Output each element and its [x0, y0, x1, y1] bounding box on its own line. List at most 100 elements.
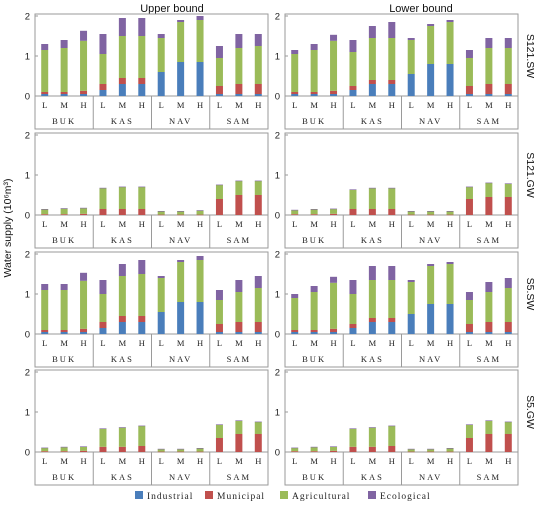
- bar-ecological-BUK-L: [291, 447, 299, 449]
- category-label: M: [177, 100, 185, 110]
- group-label-nav: NAV: [169, 354, 192, 364]
- y-tick-label: 2: [25, 368, 30, 379]
- bar-agricultural-BUK-M: [310, 209, 318, 215]
- bar-municipal-SAM-H: [504, 434, 512, 452]
- bar-agricultural-NAV-L: [157, 278, 165, 312]
- category-label: L: [292, 456, 297, 466]
- category-label: L: [467, 219, 472, 229]
- legend-item-agricultural: Agricultural: [280, 491, 349, 502]
- bar-ecological-KAS-M: [368, 266, 376, 280]
- bar-municipal-BUK-M: [310, 451, 318, 452]
- group-label-sam: SAM: [227, 235, 251, 245]
- category-label: H: [139, 456, 145, 466]
- category-label: L: [217, 338, 222, 348]
- panels-group: 0 1 2 L M H L M H L M H L M H BUK KAS NAV SAM 0 1 2 L M H L M H L M H L…: [25, 12, 536, 486]
- panel-S5.SW-lower: 0 1 2 L M H L M H L M H L M H BUK KAS NAV SAM S5.SW: [275, 250, 536, 368]
- y-tick-label: 2: [25, 131, 30, 142]
- bar-ecological-SAM-L: [215, 46, 223, 58]
- bar-municipal-BUK-M: [60, 92, 68, 94]
- bar-municipal-BUK-L: [291, 330, 299, 332]
- bar-municipal-SAM-L: [465, 324, 473, 332]
- legend-item-municipal: Municipal: [205, 491, 265, 502]
- y-tick-label: 2: [25, 250, 30, 261]
- bar-ecological-NAV-M: [177, 20, 185, 22]
- bar-ecological-SAM-H: [254, 276, 262, 288]
- bar-agricultural-NAV-M: [427, 449, 435, 452]
- bar-industrial-SAM-L: [465, 94, 473, 96]
- y-tick-label: 2: [275, 131, 280, 142]
- bar-ecological-NAV-L: [157, 34, 165, 38]
- bar-municipal-SAM-H: [254, 322, 262, 332]
- bar-industrial-KAS-L: [349, 90, 357, 96]
- bar-agricultural-KAS-H: [388, 38, 396, 80]
- category-label: L: [217, 100, 222, 110]
- bar-municipal-SAM-L: [465, 438, 473, 452]
- row-label-s121-sw: S121.SW: [524, 34, 536, 78]
- bar-ecological-BUK-H: [330, 446, 338, 447]
- bar-agricultural-KAS-L: [349, 189, 357, 209]
- bar-ecological-SAM-M: [485, 420, 493, 421]
- bar-municipal-SAM-H: [254, 84, 262, 94]
- bar-ecological-KAS-M: [368, 427, 376, 428]
- bar-agricultural-BUK-M: [310, 50, 318, 92]
- category-label: M: [235, 219, 243, 229]
- y-tick-label: 0: [275, 92, 280, 103]
- bar-industrial-BUK-H: [80, 332, 88, 334]
- panel-S5.SW-upper: 0 1 2 L M H L M H L M H L M H BUK KAS NAV SAM: [25, 250, 269, 368]
- category-label: M: [60, 456, 68, 466]
- bar-industrial-BUK-H: [80, 94, 88, 96]
- bar-agricultural-SAM-L: [215, 185, 223, 199]
- bar-ecological-BUK-L: [41, 447, 49, 449]
- bar-agricultural-BUK-M: [310, 292, 318, 330]
- bar-industrial-KAS-H: [388, 322, 396, 334]
- bar-agricultural-BUK-M: [60, 447, 68, 452]
- category-label: H: [80, 100, 86, 110]
- bar-municipal-NAV-L: [157, 214, 165, 216]
- bar-ecological-SAM-L: [215, 290, 223, 300]
- bar-agricultural-NAV-H: [196, 260, 204, 302]
- bar-agricultural-KAS-M: [118, 36, 126, 78]
- bar-agricultural-NAV-M: [177, 449, 185, 452]
- legend-swatch: [280, 491, 288, 499]
- bar-municipal-SAM-M: [485, 197, 493, 215]
- bar-ecological-NAV-M: [427, 211, 435, 212]
- bar-agricultural-KAS-L: [99, 188, 107, 209]
- bar-agricultural-SAM-H: [254, 288, 262, 322]
- category-label: L: [409, 456, 414, 466]
- category-label: H: [197, 338, 203, 348]
- bar-ecological-SAM-M: [485, 282, 493, 292]
- y-tick-label: 1: [25, 52, 30, 63]
- bar-municipal-SAM-L: [465, 86, 473, 94]
- bar-municipal-KAS-H: [138, 78, 146, 84]
- bar-industrial-KAS-H: [388, 84, 396, 96]
- bar-industrial-KAS-L: [99, 328, 107, 334]
- legend-label: Municipal: [217, 492, 265, 502]
- legend-item-ecological: Ecological: [368, 491, 430, 502]
- bar-agricultural-KAS-L: [349, 428, 357, 447]
- bar-ecological-KAS-H: [138, 18, 146, 36]
- category-label: H: [255, 100, 261, 110]
- bar-agricultural-KAS-M: [368, 280, 376, 318]
- bar-ecological-NAV-M: [177, 211, 185, 212]
- group-label-buk: BUK: [52, 116, 76, 126]
- bar-ecological-SAM-M: [235, 420, 243, 421]
- category-label: M: [119, 100, 127, 110]
- bar-ecological-KAS-H: [388, 187, 396, 189]
- bar-industrial-SAM-H: [504, 332, 512, 334]
- bar-municipal-BUK-M: [60, 330, 68, 332]
- bar-industrial-SAM-L: [215, 332, 223, 334]
- bar-agricultural-SAM-M: [485, 420, 493, 434]
- bar-ecological-NAV-L: [157, 211, 165, 212]
- category-label: L: [350, 219, 355, 229]
- legend-swatch: [205, 491, 213, 499]
- bar-municipal-KAS-L: [349, 86, 357, 90]
- category-label: H: [505, 338, 511, 348]
- bar-ecological-NAV-M: [177, 260, 185, 262]
- category-label: L: [100, 456, 105, 466]
- bar-ecological-KAS-H: [138, 425, 146, 427]
- bar-agricultural-SAM-M: [235, 420, 243, 434]
- bar-ecological-NAV-H: [446, 448, 454, 449]
- bar-ecological-NAV-L: [157, 448, 165, 450]
- bar-industrial-KAS-L: [349, 328, 357, 334]
- bar-ecological-KAS-H: [138, 186, 146, 188]
